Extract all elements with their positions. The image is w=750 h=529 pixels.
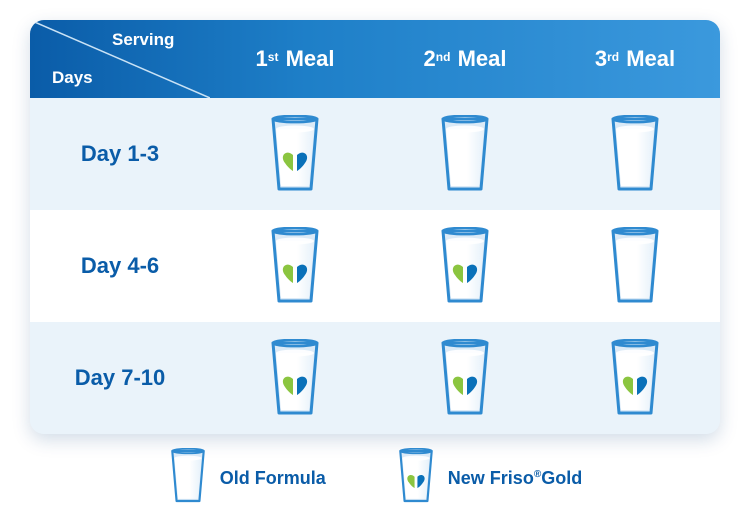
- glass-icon: [437, 339, 493, 417]
- table-row: Day 4-6: [30, 210, 720, 322]
- header-col-3: 3rd Meal: [550, 20, 720, 98]
- glass-icon: [437, 227, 493, 305]
- legend-new-label: New Friso®Gold: [448, 468, 582, 489]
- table-cell: [210, 115, 380, 193]
- table-cell: [550, 115, 720, 193]
- glass-icon: [607, 227, 663, 305]
- glass-icon: [437, 115, 493, 193]
- table-cell: [210, 339, 380, 417]
- glass-icon: [396, 448, 436, 504]
- table-body: Day 1-3 Day 4-6 Day 7-10: [30, 98, 720, 434]
- legend-item-old: Old Formula: [168, 448, 326, 509]
- glass-icon: [607, 115, 663, 193]
- table-cell: [210, 227, 380, 305]
- table-cell: [380, 115, 550, 193]
- legend: Old Formula New Friso®Gold: [30, 448, 720, 509]
- glass-icon: [168, 448, 208, 504]
- header-col-1: 1st Meal: [210, 20, 380, 98]
- table-row: Day 1-3: [30, 98, 720, 210]
- glass-icon: [607, 339, 663, 417]
- glass-icon: [267, 115, 323, 193]
- table-row: Day 7-10: [30, 322, 720, 434]
- glass-icon: [267, 227, 323, 305]
- transition-table: Serving Days 1st Meal 2nd Meal 3rd Meal …: [30, 20, 720, 434]
- header-col-2: 2nd Meal: [380, 20, 550, 98]
- glass-icon: [267, 339, 323, 417]
- row-label: Day 1-3: [30, 141, 210, 167]
- header-corner: Serving Days: [30, 20, 210, 98]
- row-label: Day 7-10: [30, 365, 210, 391]
- header-corner-days: Days: [52, 68, 93, 88]
- table-cell: [550, 227, 720, 305]
- legend-old-label: Old Formula: [220, 468, 326, 489]
- table-cell: [380, 339, 550, 417]
- legend-item-new: New Friso®Gold: [396, 448, 582, 509]
- header-corner-serving: Serving: [112, 30, 174, 50]
- table-header: Serving Days 1st Meal 2nd Meal 3rd Meal: [30, 20, 720, 98]
- row-label: Day 4-6: [30, 253, 210, 279]
- table-cell: [550, 339, 720, 417]
- table-cell: [380, 227, 550, 305]
